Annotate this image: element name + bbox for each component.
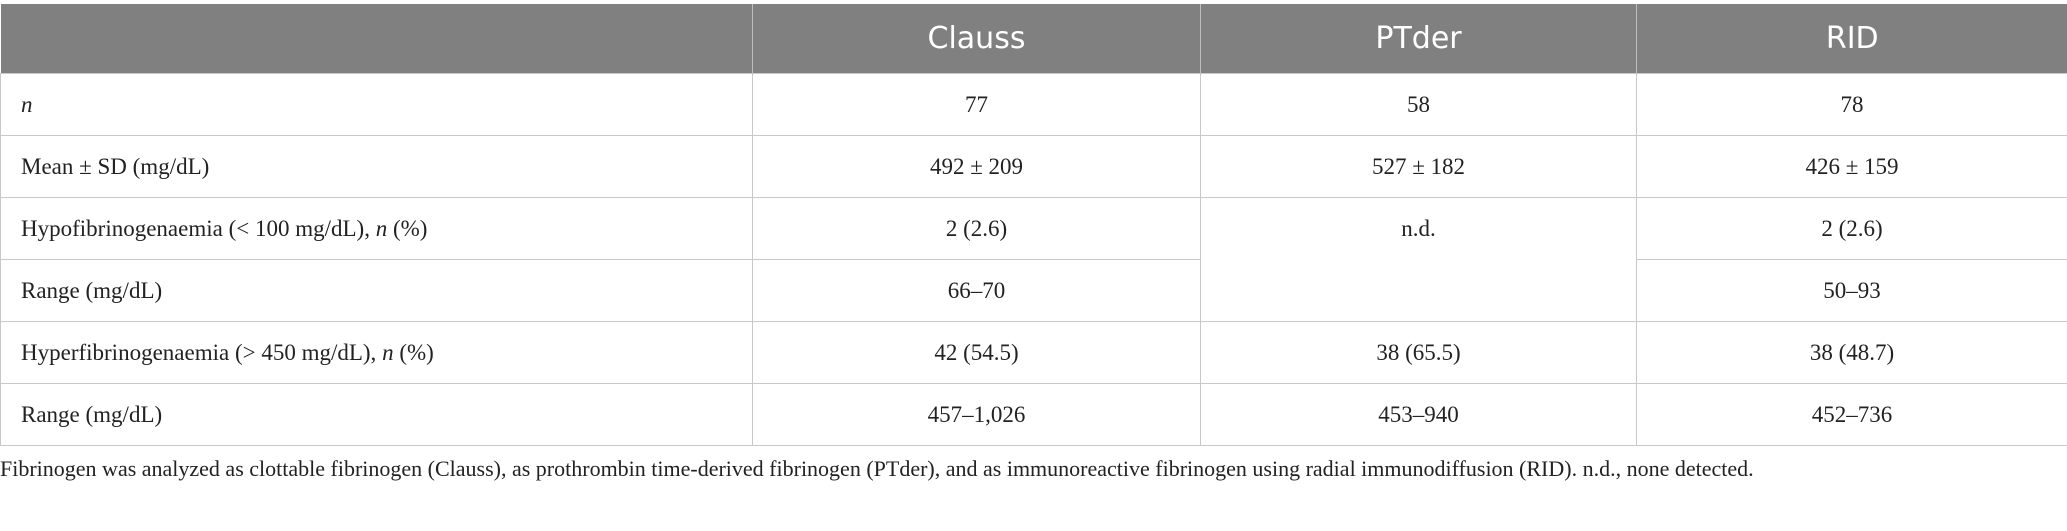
row: Mean ± SD (mg/dL) 492 ± 209 527 ± 182 42… bbox=[0, 135, 2067, 198]
cell: n.d. bbox=[1200, 197, 1637, 322]
cell: 50–93 bbox=[1636, 259, 2067, 322]
row-label: Hyperfibrinogenaemia (> 450 mg/dL), n (%… bbox=[0, 321, 753, 384]
label-part: Hypofibrinogenaemia (< 100 mg/dL), bbox=[21, 215, 376, 241]
header-cell bbox=[0, 4, 753, 74]
cell: 452–736 bbox=[1636, 383, 2067, 446]
row: Range (mg/dL) 457–1,026 453–940 452–736 bbox=[0, 383, 2067, 446]
label-part: Range (mg/dL) bbox=[21, 277, 163, 303]
label-part: n bbox=[375, 215, 388, 241]
cell: 58 bbox=[1200, 73, 1637, 136]
cell: 42 (54.5) bbox=[752, 321, 1201, 384]
header-cell: RID bbox=[1636, 4, 2067, 74]
header-cell: Clauss bbox=[752, 4, 1201, 74]
cell: 38 (65.5) bbox=[1200, 321, 1637, 384]
cell: 66–70 bbox=[752, 259, 1201, 322]
footnote: Fibrinogen was analyzed as clottable fib… bbox=[0, 456, 1754, 481]
label-part: Range (mg/dL) bbox=[21, 401, 163, 427]
cell: 492 ± 209 bbox=[752, 135, 1201, 198]
cell: 38 (48.7) bbox=[1636, 321, 2067, 384]
cell: 78 bbox=[1636, 73, 2067, 136]
row-label: Range (mg/dL) bbox=[0, 259, 753, 322]
label-part: n bbox=[382, 339, 394, 365]
label-part: (%) bbox=[393, 339, 434, 365]
cell: 77 bbox=[752, 73, 1201, 136]
header-cell: PTder bbox=[1200, 4, 1637, 74]
cell: 527 ± 182 bbox=[1200, 135, 1637, 198]
row-label: Mean ± SD (mg/dL) bbox=[0, 135, 753, 198]
cell: 457–1,026 bbox=[752, 383, 1201, 446]
row-label: Hypofibrinogenaemia (< 100 mg/dL), n (%) bbox=[0, 197, 753, 260]
header-row: Clauss PTder RID bbox=[0, 4, 2067, 74]
row-label: n bbox=[0, 73, 753, 136]
row-label: Range (mg/dL) bbox=[0, 383, 753, 446]
data-table: Clauss PTder RID n 77 58 78 Mean ± SD (m… bbox=[0, 4, 2067, 446]
row: Hyperfibrinogenaemia (> 450 mg/dL), n (%… bbox=[0, 321, 2067, 384]
label-part: Mean ± SD (mg/dL) bbox=[21, 153, 210, 179]
cell: 2 (2.6) bbox=[1636, 197, 2067, 260]
cell: 453–940 bbox=[1200, 383, 1637, 446]
cell: 2 (2.6) bbox=[752, 197, 1201, 260]
label-part: n bbox=[21, 91, 33, 117]
row: Hypofibrinogenaemia (< 100 mg/dL), n (%)… bbox=[0, 197, 2067, 322]
row: n 77 58 78 bbox=[0, 73, 2067, 136]
label-part: (%) bbox=[387, 215, 428, 241]
label-part: Hyperfibrinogenaemia (> 450 mg/dL), bbox=[21, 339, 383, 365]
row: Range (mg/dL) 66–70 50–93 bbox=[0, 259, 2067, 322]
cell: 426 ± 159 bbox=[1636, 135, 2067, 198]
